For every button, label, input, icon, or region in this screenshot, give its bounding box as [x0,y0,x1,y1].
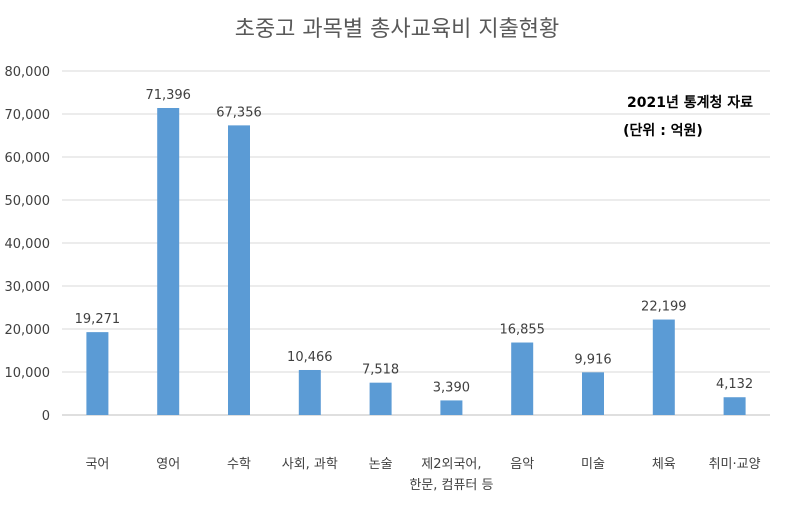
unit-note: (단위 : 억원) [623,122,703,139]
y-tick-label: 60,000 [5,151,51,166]
x-category-label: 제2외국어, [421,457,481,472]
bars [86,107,746,416]
data-label: 9,916 [574,352,611,367]
data-label: 19,271 [75,312,121,327]
x-category-label: 한문, 컴퓨터 등 [409,478,493,493]
bar [157,107,180,416]
bar [86,332,109,415]
bar [511,342,534,415]
y-tick-label: 30,000 [5,280,51,295]
x-category-label: 취미·교양 [709,457,761,472]
x-category-label: 체육 [652,457,676,472]
gridlines [62,70,770,416]
y-axis-ticks: 0 10,000 20,000 30,000 40,000 50,000 60,000 70,… [5,65,51,424]
data-labels: 19,271 71,396 67,356 10,466 7,518 3,390 16,855… [75,88,754,395]
x-category-label: 영어 [156,457,180,472]
y-tick-label: 50,000 [5,194,51,209]
x-category-label: 국어 [85,457,109,472]
x-axis-categories: 국어 영어 수학 사회, 과학 논술 제2외국어, 한문, 컴퓨터 등 음악 미술 체육 취미·교양 [85,457,760,493]
data-label: 16,855 [499,323,545,338]
data-label: 3,390 [433,380,470,395]
data-label: 10,466 [287,350,333,365]
data-label: 4,132 [716,377,753,392]
bar [298,369,321,415]
bar [440,400,463,415]
bar [369,382,392,415]
x-category-label: 미술 [581,457,605,472]
bar [723,397,746,415]
bar [582,372,604,415]
data-label: 67,356 [216,105,262,120]
y-tick-label: 10,000 [5,366,51,381]
x-category-label: 음악 [510,457,534,472]
y-tick-label: 80,000 [5,65,51,80]
y-tick-label: 0 [42,409,50,424]
data-label: 7,518 [362,363,399,378]
data-label: 71,396 [145,88,191,103]
source-note: 2021년 통계청 자료 [627,95,753,111]
y-tick-label: 20,000 [5,323,51,338]
x-category-label: 수학 [227,457,251,472]
x-category-label: 논술 [369,457,393,472]
bar [228,125,250,415]
chart-title: 초중고 과목별 총사교육비 지출현황 [235,17,560,42]
y-tick-label: 40,000 [5,237,51,252]
data-label: 22,199 [641,300,687,315]
x-category-label: 사회, 과학 [282,457,338,472]
bar [652,319,675,415]
y-tick-label: 70,000 [5,108,51,123]
